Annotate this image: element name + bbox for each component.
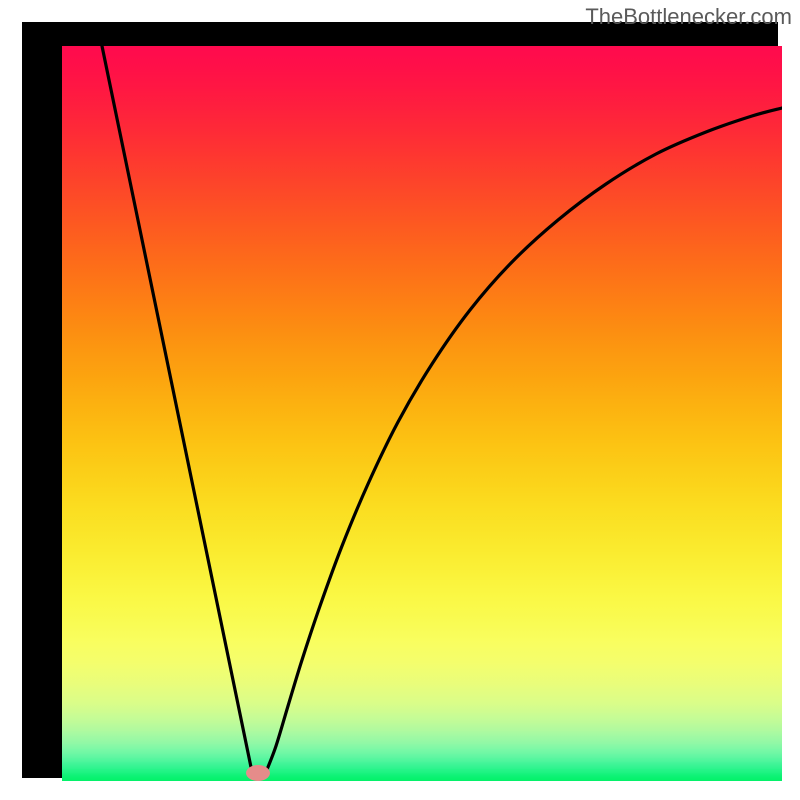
minimum-marker [246, 765, 270, 781]
plot-frame [22, 22, 778, 778]
curve-layer [62, 46, 782, 781]
plot-area [62, 46, 782, 781]
curve-left-branch [102, 46, 252, 772]
curve-right-branch [266, 108, 782, 772]
watermark-text: TheBottlenecker.com [585, 4, 792, 30]
